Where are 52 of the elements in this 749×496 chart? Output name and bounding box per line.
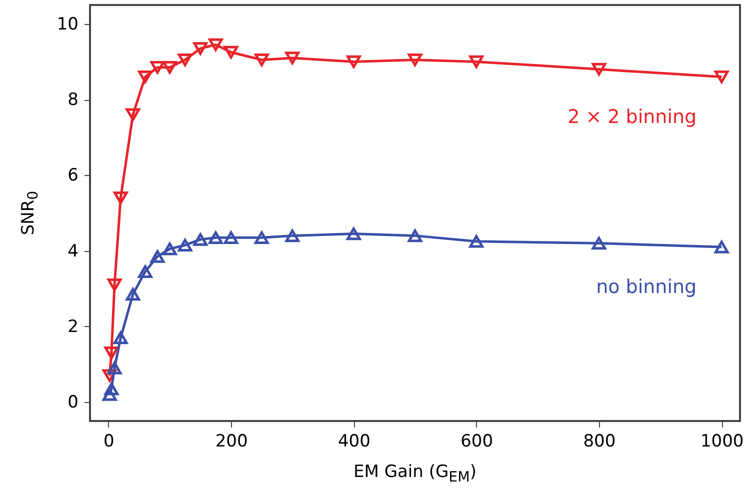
point	[138, 70, 152, 84]
y-tick-label: 6	[68, 166, 78, 186]
point	[126, 108, 140, 122]
point	[162, 61, 177, 74]
point	[346, 227, 361, 240]
x-tick-label: 600	[460, 432, 494, 452]
y-tick-label: 0	[68, 392, 78, 413]
point	[408, 229, 422, 242]
point	[469, 55, 484, 68]
point	[193, 42, 208, 55]
point	[346, 55, 361, 68]
point	[150, 61, 165, 74]
point	[113, 331, 128, 344]
point	[178, 53, 192, 66]
point	[714, 70, 729, 84]
point	[469, 234, 484, 248]
y-tick-label: 2	[68, 316, 78, 337]
point	[193, 233, 208, 246]
point	[104, 382, 119, 396]
point	[107, 278, 122, 292]
point	[592, 236, 606, 250]
point	[102, 388, 117, 401]
point	[150, 250, 165, 263]
point	[178, 238, 192, 252]
x-axis-title: EM Gain (G$_{EM}$)	[352, 462, 478, 486]
x-tick-label: 400	[338, 432, 370, 452]
point	[208, 231, 223, 244]
point	[104, 346, 119, 360]
point	[285, 229, 300, 242]
point	[592, 62, 606, 76]
point	[107, 362, 122, 374]
x-tick-label: 800	[583, 432, 616, 452]
point	[224, 231, 238, 244]
x-tick-label: 1000	[700, 432, 744, 452]
y-tick-label: 4	[68, 241, 78, 262]
y-tick-label: 8	[68, 90, 78, 110]
series-label: no binning	[596, 276, 697, 298]
point	[162, 242, 177, 256]
point	[138, 265, 152, 278]
point	[126, 288, 140, 301]
point	[113, 192, 128, 204]
x-tick-label: 0	[103, 432, 114, 452]
point	[254, 231, 269, 244]
point	[285, 52, 300, 64]
point	[208, 38, 223, 52]
point	[714, 240, 729, 254]
series-label: 2 × 2 binning	[568, 106, 697, 128]
x-tick-label: 200	[215, 432, 248, 452]
point	[254, 53, 269, 66]
point	[408, 53, 422, 66]
y-tick-label: 10	[56, 14, 78, 34]
point	[224, 46, 238, 59]
